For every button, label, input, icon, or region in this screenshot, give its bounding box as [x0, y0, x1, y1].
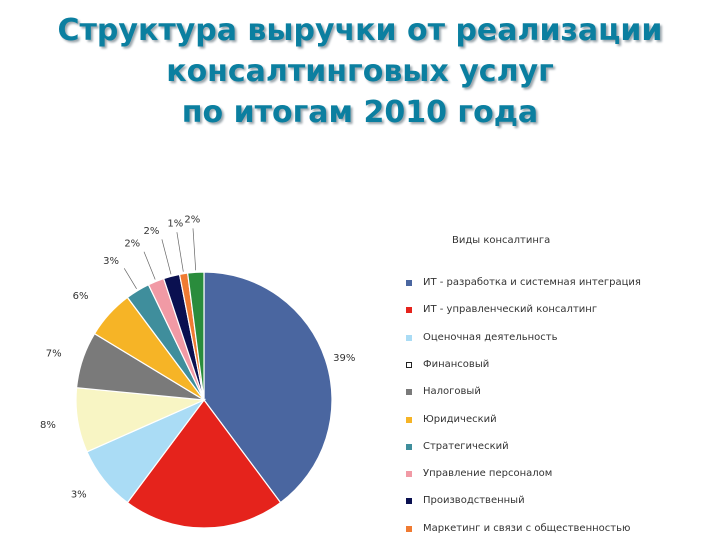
legend-label: Юридический: [423, 413, 497, 425]
pie-slice-0: [203, 271, 333, 504]
slice-label-0: 39%: [333, 353, 355, 364]
slice-label-10: 2%: [184, 214, 200, 225]
slice-labels: 39%3%8%7%6%3%2%2%1% 2%: [40, 214, 355, 500]
slice-label-4: 7%: [46, 349, 62, 360]
legend-swatch: [406, 525, 412, 532]
legend-label: Управление персоналом: [423, 468, 553, 480]
legend-swatch: [406, 443, 412, 450]
title-line-3: по итогам 2010 года: [181, 95, 539, 130]
legend-swatch: [406, 280, 412, 286]
legend-label: ИТ - управленческий консалтинг: [423, 304, 598, 316]
slice-label-3: 8%: [40, 420, 56, 431]
legend-swatch: [406, 498, 412, 505]
pie-slice-10: [186, 271, 205, 401]
leader-line-10: [192, 228, 197, 271]
leader-line-6: [123, 268, 137, 289]
legend-swatch: [406, 334, 412, 341]
legend-swatch: [406, 471, 412, 478]
legend-swatch: [406, 416, 412, 423]
legend-label: Финансовый: [423, 358, 490, 370]
leader-line-9: [176, 232, 184, 272]
leader-line-8: [161, 239, 172, 275]
legend-swatch: [406, 361, 412, 368]
leader-line-7: [143, 251, 156, 280]
slice-label-8: 2%: [144, 226, 160, 237]
legend-label: Налоговый: [423, 386, 481, 398]
title-line-2: консалтинговых услуг: [166, 54, 554, 89]
chart-title: Структура выручки от реализации консалти…: [0, 10, 720, 133]
pie-slices: [75, 271, 333, 529]
pie-slice-1: [126, 398, 282, 529]
leader-lines: [123, 228, 197, 289]
legend-label: Стратегический: [423, 440, 509, 452]
legend-label: Оценочная деятельность: [423, 331, 558, 343]
slice-label-5: 6%: [73, 291, 89, 302]
slice-label-9: 1%: [167, 218, 183, 229]
slice-label-2: 3%: [71, 490, 87, 501]
legend-swatch: [406, 307, 412, 314]
legend-label: ИТ - разработка и системная интеграция: [423, 277, 641, 288]
legend-label: Производственный: [423, 495, 525, 507]
legend-label: Маркетинг и связи с общественностью: [423, 522, 631, 534]
legend-swatch: [406, 389, 412, 396]
slice-label-6: 3%: [103, 256, 119, 267]
title-line-1: Структура выручки от реализации: [57, 13, 663, 48]
legend-title: Виды консалтинга: [452, 235, 551, 246]
slice-label-7: 2%: [124, 238, 140, 249]
